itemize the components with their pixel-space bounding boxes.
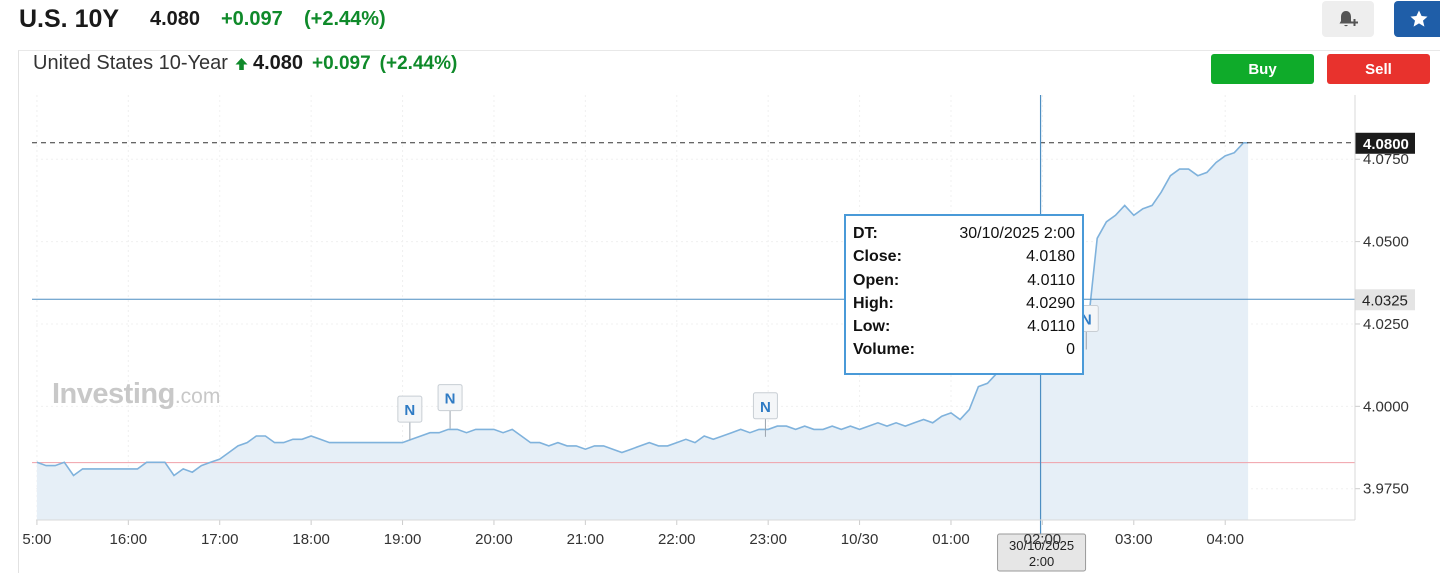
legend-price: 4.080: [252, 52, 304, 74]
y-tick-label: 4.0000: [1363, 398, 1409, 415]
last-price-badge: [1355, 132, 1415, 154]
bell-plus-icon: [1339, 11, 1358, 27]
legend-change-pct: (+2.44%): [379, 52, 458, 74]
crosshair-x-label-date: 30/10/2025: [1009, 538, 1074, 553]
x-tick-label: 03:00: [1115, 531, 1153, 548]
tooltip-value: 4.0110: [1027, 271, 1075, 289]
data-tooltip: DT: 30/10/2025 2:00 Close: 4.0180 Open: 4.0…: [844, 214, 1084, 375]
x-tick-label: 21:00: [567, 531, 605, 548]
x-tick-label: 20:00: [475, 531, 513, 548]
tooltip-value: 4.0290: [1026, 294, 1075, 312]
x-tick-label: 23:00: [749, 531, 787, 548]
news-marker-box: [437, 384, 463, 412]
news-marker[interactable]: N: [752, 392, 778, 437]
news-marker[interactable]: N: [437, 384, 463, 429]
y-tick-label: 4.0750: [1363, 151, 1409, 168]
tooltip-row-close: Close: 4.0180: [853, 248, 1075, 271]
chart-legend: United States 10-Year 4.080 +0.097 (+2.4…: [33, 52, 457, 75]
x-tick-label: 22:00: [658, 531, 696, 548]
tooltip-value: 4.0110: [1027, 318, 1075, 336]
crosshair-y-badge: [1355, 289, 1415, 311]
tooltip-label: Open:: [853, 271, 900, 289]
tooltip-value: 30/10/2025 2:00: [959, 225, 1075, 242]
tooltip-value: 0: [1066, 341, 1075, 359]
y-tick-label: 4.0250: [1363, 316, 1409, 333]
symbol-title: U.S. 10Y: [19, 5, 120, 33]
crosshair-x-badge: [997, 533, 1087, 572]
tooltip-row-high: High: 4.0290: [853, 295, 1075, 318]
sell-button[interactable]: Sell: [1327, 54, 1430, 84]
header-price: 4.080: [150, 8, 201, 30]
legend-change: +0.097: [312, 52, 371, 74]
create-alert-button[interactable]: [1322, 1, 1374, 37]
news-marker-label: N: [404, 402, 415, 419]
x-tick-label: 02:00: [1024, 531, 1062, 548]
tooltip-label: Low:: [853, 318, 891, 336]
buy-button[interactable]: Buy: [1211, 54, 1314, 84]
tooltip-label: High:: [853, 294, 894, 312]
header-change: +0.097: [221, 8, 283, 30]
news-marker-box: [752, 392, 778, 420]
up-arrow-icon: [235, 57, 248, 71]
x-tick-label: 10/30: [841, 531, 879, 548]
x-tick-label: 16:00: [110, 531, 148, 548]
watermark-suffix: .com: [174, 385, 221, 408]
x-tick-label: 17:00: [201, 531, 239, 548]
news-marker-label: N: [760, 399, 771, 416]
tooltip-row-dt: DT: 30/10/2025 2:00: [853, 225, 1075, 248]
star-icon: [1410, 10, 1428, 27]
tooltip-row-low: Low: 4.0110: [853, 318, 1075, 341]
tooltip-row-volume: Volume: 0: [853, 341, 1075, 364]
y-tick-label: 3.9750: [1363, 481, 1409, 498]
tooltip-label: DT:: [853, 225, 878, 242]
legend-instrument-name: United States 10-Year: [33, 52, 228, 74]
investing-watermark: Investing.com: [52, 378, 220, 411]
last-price-label: 4.0800: [1363, 136, 1409, 153]
x-tick-label: 04:00: [1206, 531, 1244, 548]
quote-header: U.S. 10Y 4.080 +0.097 (+2.44%): [0, 0, 1440, 46]
price-area: [36, 142, 1249, 521]
news-marker[interactable]: N: [397, 395, 423, 441]
crosshair-x-label-time: 2:00: [1029, 554, 1054, 569]
x-tick-label: 18:00: [292, 531, 330, 548]
x-tick-label: 19:00: [384, 531, 422, 548]
chart-panel: [18, 50, 1440, 573]
news-marker-box: [397, 395, 423, 423]
add-to-watchlist-button[interactable]: [1394, 1, 1440, 37]
tooltip-label: Volume:: [853, 341, 915, 359]
x-tick-label: 5:00: [22, 531, 51, 548]
news-marker-label: N: [445, 391, 456, 408]
tooltip-value: 4.0180: [1026, 248, 1075, 266]
crosshair-y-label: 4.0325: [1362, 292, 1408, 309]
tooltip-row-open: Open: 4.0110: [853, 272, 1075, 295]
tooltip-label: Close:: [853, 248, 902, 266]
news-marker-label: N: [1081, 312, 1092, 329]
watermark-brand: Investing: [52, 378, 175, 410]
x-tick-label: 01:00: [932, 531, 970, 548]
y-tick-label: 4.0500: [1363, 234, 1409, 251]
header-change-pct: (+2.44%): [304, 8, 386, 30]
